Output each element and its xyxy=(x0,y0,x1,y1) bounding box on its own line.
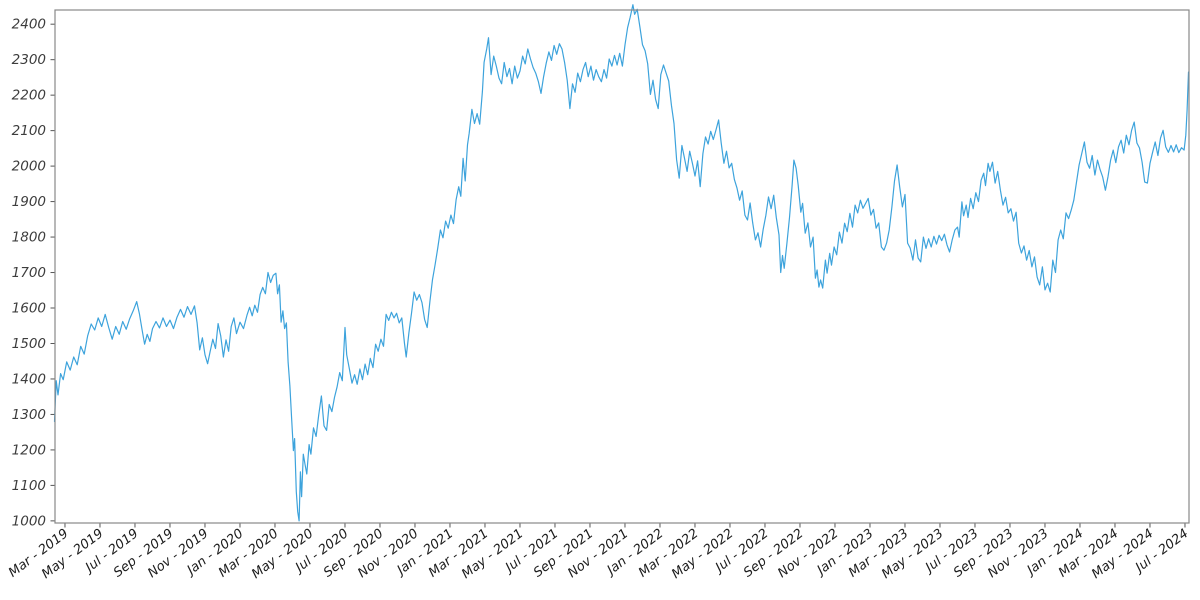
axis-labels: 1000 1100 1200 1300 1400 1500 1600 1700 1800 1900… xyxy=(6,17,1191,582)
y-tick-label: 1900 xyxy=(12,194,46,210)
y-tick-label: 1500 xyxy=(12,336,46,352)
y-tick-label: 1600 xyxy=(12,301,46,317)
axis-ticks xyxy=(50,23,1186,528)
plot-frame xyxy=(54,9,1190,524)
y-tick-label: 2200 xyxy=(12,88,46,104)
y-tick-label: 2400 xyxy=(12,17,46,33)
y-tick-label: 2000 xyxy=(12,159,46,175)
y-tick-label: 1100 xyxy=(12,478,46,494)
data-line-value xyxy=(53,4,1190,522)
y-tick-label: 2300 xyxy=(12,52,46,68)
y-tick-label: 2100 xyxy=(12,123,46,139)
series-group xyxy=(53,4,1190,522)
y-tick-label: 1000 xyxy=(12,513,46,529)
y-tick-label: 1700 xyxy=(12,265,46,281)
y-tick-label: 1300 xyxy=(12,407,46,423)
y-tick-label: 1200 xyxy=(12,442,46,458)
y-tick-label: 1400 xyxy=(12,371,46,387)
y-tick-label: 1800 xyxy=(12,230,46,246)
